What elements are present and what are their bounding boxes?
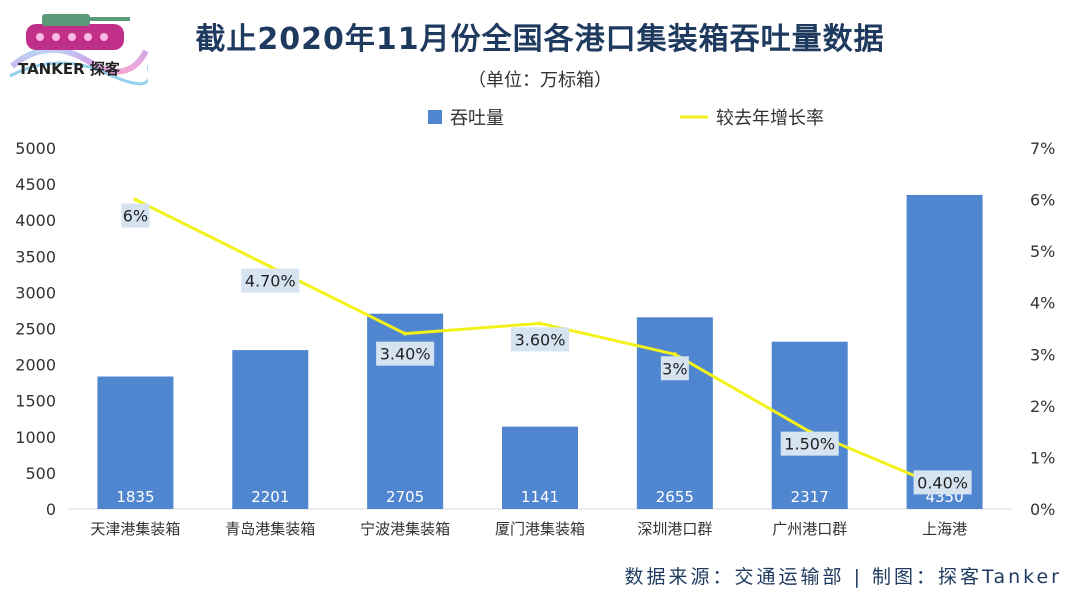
growth-rate-label: 0.40% <box>917 473 968 492</box>
x-category-label: 厦门港集装箱 <box>495 520 585 538</box>
y-left-tick-label: 4500 <box>15 175 56 194</box>
y-right-tick-label: 2% <box>1030 397 1055 416</box>
bar <box>502 426 578 509</box>
y-left-tick-label: 3500 <box>15 247 56 266</box>
bar-value-label: 1835 <box>116 488 154 506</box>
bar-value-label: 1141 <box>521 488 559 506</box>
growth-label-bg <box>913 470 972 495</box>
bar-value-label: 2317 <box>791 488 829 506</box>
bar-value-label: 2201 <box>251 488 289 506</box>
x-category-label: 深圳港口群 <box>637 520 712 538</box>
growth-rate-label: 4.70% <box>245 272 296 291</box>
x-category-label: 上海港 <box>922 520 967 538</box>
page-title: 截止2020年11月份全国各港口集装箱吞吐量数据 <box>195 22 885 57</box>
x-category-label: 青岛港集装箱 <box>225 520 315 538</box>
x-category-label: 宁波港集装箱 <box>360 520 450 538</box>
y-left-tick-label: 500 <box>25 464 56 483</box>
growth-label-bg <box>376 341 435 366</box>
bar <box>771 341 848 509</box>
growth-rate-label: 1.50% <box>784 435 835 454</box>
growth-rate-label: 3.40% <box>380 345 431 364</box>
growth-label-bg <box>780 431 839 456</box>
y-right-tick-label: 0% <box>1030 500 1055 519</box>
bar <box>97 376 174 509</box>
y-left-tick-label: 0 <box>46 500 56 519</box>
y-right-tick-label: 1% <box>1030 448 1055 467</box>
legend-bar-label: 吞吐量 <box>450 108 504 129</box>
unit-subtitle: （单位：万标箱） <box>468 70 612 91</box>
bar <box>636 317 713 509</box>
y-left-tick-label: 3000 <box>15 283 56 302</box>
y-left-tick-label: 2000 <box>15 356 56 375</box>
data-source: 数据来源：交通运输部 | 制图：探客Tanker <box>624 566 1062 588</box>
growth-rate-label: 3% <box>662 359 687 378</box>
y-left-tick-label: 4000 <box>15 211 56 230</box>
bar <box>232 350 309 509</box>
y-right-tick-label: 7% <box>1030 139 1055 158</box>
growth-rate-point <box>268 264 273 269</box>
growth-label-bg <box>511 327 569 352</box>
y-right-tick-label: 6% <box>1030 191 1055 210</box>
y-right-tick-label: 5% <box>1030 242 1055 261</box>
legend-bar-swatch <box>428 110 442 124</box>
bar <box>906 194 983 509</box>
y-left-tick-label: 5000 <box>15 139 56 158</box>
tanker-logo: TANKER 探客 <box>9 14 148 86</box>
y-left-tick-label: 2500 <box>15 320 56 339</box>
growth-rate-point <box>538 321 542 326</box>
growth-rate-point <box>672 352 677 357</box>
growth-label-bg <box>660 356 689 381</box>
bar-value-label: 2655 <box>656 488 694 506</box>
growth-rate-label: 3.60% <box>515 330 566 349</box>
x-category-label: 广州港口群 <box>772 520 847 538</box>
y-right-tick-label: 4% <box>1030 294 1055 313</box>
y-left-tick-label: 1500 <box>15 392 56 411</box>
svg-text:TANKER 探客: TANKER 探客 <box>18 60 121 78</box>
growth-label-bg <box>121 203 150 228</box>
growth-rate-label: 6% <box>123 207 148 226</box>
legend-line-label: 较去年增长率 <box>716 108 824 129</box>
growth-rate-point <box>133 197 138 202</box>
growth-label-bg <box>241 268 300 293</box>
y-right-tick-label: 3% <box>1030 345 1055 364</box>
bar-value-label: 2705 <box>386 488 424 506</box>
y-left-tick-label: 1000 <box>15 428 56 447</box>
x-category-label: 天津港集装箱 <box>90 520 180 538</box>
growth-rate-point <box>403 331 408 336</box>
